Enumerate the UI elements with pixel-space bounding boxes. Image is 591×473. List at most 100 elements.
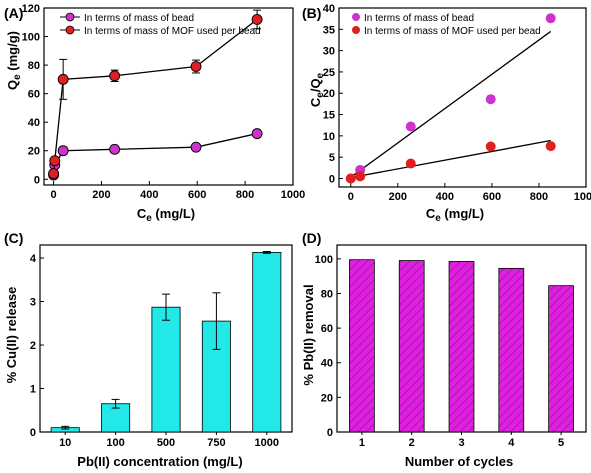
bar [498, 267, 525, 433]
y-tick-label: 0 [30, 427, 36, 439]
legend-label: In terms of mass of MOF used per bead [364, 26, 541, 37]
legend-marker [352, 13, 360, 21]
panel-a: (A) Qe (mg/g) Ce (mg/L) In terms of mass… [4, 3, 305, 224]
x-tick-label: 800 [530, 191, 548, 203]
y-tick-label: 40 [323, 3, 335, 15]
bar [448, 261, 475, 433]
bar [398, 260, 425, 433]
data-point [190, 141, 202, 153]
y-tick-label: 40 [28, 117, 40, 129]
data-point [405, 158, 416, 169]
y-tick-label: 120 [22, 3, 40, 15]
y-tick-label: 100 [315, 254, 333, 266]
y-tick-label: 4 [30, 253, 37, 265]
panel-d-x-axis-label: Number of cycles [405, 454, 513, 469]
x-tick-label: 0 [348, 191, 354, 203]
y-tick-label: 20 [28, 146, 40, 158]
y-tick-label: 40 [321, 358, 333, 370]
x-tick-label: 1 [359, 437, 365, 449]
plot-frame [43, 7, 294, 186]
panel-a-x-axis-label: Ce (mg/L) [137, 206, 195, 224]
y-tick-label: 2 [30, 340, 36, 352]
legend-label: In terms of mass of bead [84, 13, 194, 24]
panel-d: (D) % Pb(II) removal Number of cycles 0 2… [301, 230, 587, 469]
panel-c-label: (C) [4, 230, 23, 246]
x-tick-label: 800 [236, 189, 254, 201]
y-tick-label: 3 [30, 297, 36, 309]
bar [548, 285, 574, 433]
y-tick-label: 20 [321, 392, 333, 404]
y-tick-label: 30 [323, 46, 335, 58]
x-tick-label: 2 [409, 437, 415, 449]
y-tick-label: 0 [329, 173, 335, 185]
bar [252, 251, 282, 433]
x-tick-label: 5 [558, 437, 564, 449]
y-tick-label: 15 [323, 110, 335, 122]
y-tick-label: 80 [321, 288, 333, 300]
x-tick-label: 200 [92, 189, 110, 201]
data-point [251, 13, 263, 25]
panel-b-x-axis-label: Ce (mg/L) [426, 206, 484, 224]
data-point [109, 143, 121, 155]
data-point [405, 121, 416, 132]
x-tick-label: 600 [188, 189, 206, 201]
x-tick-label: 500 [157, 437, 175, 449]
data-point [57, 73, 69, 85]
legend-label: In terms of mass of MOF used per bead [84, 26, 261, 37]
y-tick-label: 25 [323, 67, 335, 79]
legend-marker [352, 26, 360, 34]
x-tick-label: 10 [59, 437, 71, 449]
y-tick-label: 1 [30, 384, 36, 396]
panel-c-y-axis-label: % Cu(II) release [4, 287, 19, 384]
panel-d-label: (D) [302, 230, 321, 246]
bar [349, 259, 375, 433]
x-tick-label: 4 [508, 437, 515, 449]
data-point [355, 171, 366, 182]
data-point [545, 13, 556, 24]
panel-b: (B) Ce/Qe Ce (mg/L) In terms of mass of … [302, 3, 591, 224]
panel-a-y-axis-label: Qe (mg/g) [5, 31, 23, 90]
panel-b-legend: In terms of mass of bead In terms of mas… [352, 13, 541, 37]
x-tick-label: 0 [51, 189, 57, 201]
y-tick-label: 80 [28, 60, 40, 72]
bar [151, 306, 181, 433]
legend-marker [65, 12, 75, 22]
panel-a-label: (A) [4, 5, 23, 21]
y-tick-label: 35 [323, 24, 335, 36]
y-tick-label: 20 [323, 88, 335, 100]
data-point [345, 173, 356, 184]
panel-b-y-axis-label: Ce/Qe [308, 72, 326, 107]
x-tick-label: 750 [207, 437, 225, 449]
data-point [485, 94, 496, 105]
legend-marker [65, 25, 75, 35]
x-tick-label: 200 [389, 191, 407, 203]
data-point [545, 141, 556, 152]
data-point [57, 145, 69, 157]
data-point [48, 168, 60, 180]
panel-b-label: (B) [302, 5, 321, 21]
x-tick-label: 400 [436, 191, 454, 203]
fit-line-2 [350, 139, 551, 179]
data-point [49, 155, 61, 167]
data-point [251, 128, 263, 140]
y-tick-label: 60 [28, 89, 40, 101]
y-tick-label: 100 [22, 32, 40, 44]
x-tick-label: 3 [458, 437, 464, 449]
panel-d-y-axis-label: % Pb(II) removal [301, 284, 316, 385]
x-tick-label: 600 [483, 191, 501, 203]
data-point [485, 141, 496, 152]
y-tick-label: 60 [321, 323, 333, 335]
x-tick-label: 1000 [255, 437, 279, 449]
y-tick-label: 10 [323, 131, 335, 143]
fit-line-1 [350, 30, 552, 178]
x-tick-label: 100 [106, 437, 124, 449]
panel-c-x-axis-label: Pb(II) concentration (mg/L) [77, 454, 242, 469]
legend-label: In terms of mass of bead [364, 13, 474, 24]
y-tick-label: 0 [34, 174, 40, 186]
x-tick-label: 400 [140, 189, 158, 201]
data-point [190, 61, 202, 72]
panel-a-legend: In terms of mass of bead In terms of mas… [60, 12, 261, 37]
y-tick-label: 5 [329, 152, 335, 164]
data-point [109, 70, 121, 82]
